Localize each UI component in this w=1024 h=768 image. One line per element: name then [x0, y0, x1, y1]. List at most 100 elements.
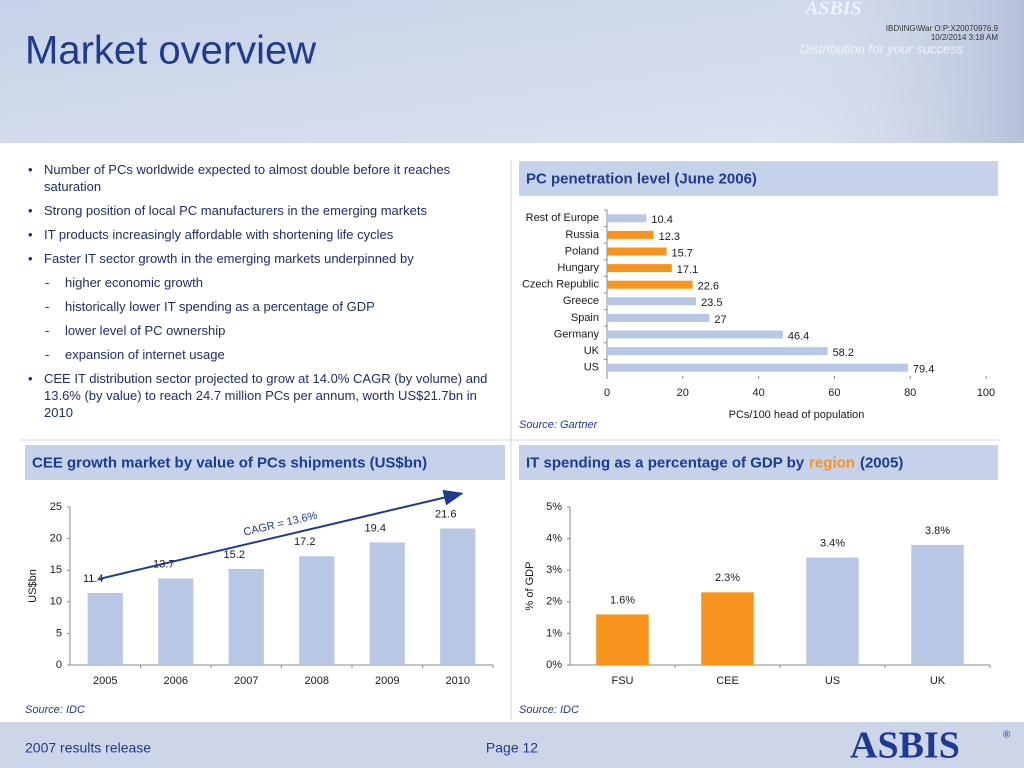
chart-source: Source: Gartner	[519, 419, 599, 431]
category-label: UK	[584, 345, 600, 357]
y-tick-label: 0	[56, 659, 62, 671]
slide-title: Market overview	[25, 29, 316, 73]
x-tick-label: 2005	[93, 675, 117, 687]
bar	[607, 214, 647, 223]
annotation: CAGR = 13.6%	[242, 510, 318, 539]
value-label: 17.1	[677, 264, 698, 276]
bar	[87, 592, 123, 665]
value-label: 10.4	[651, 214, 672, 226]
value-label: 15.7	[672, 247, 693, 259]
x-tick-label: 60	[828, 387, 840, 399]
value-label: 12.3	[659, 231, 680, 243]
bullet-text: Faster IT sector growth in the emerging …	[44, 251, 414, 266]
bullet: Number of PCs worldwide expected to almo…	[26, 161, 504, 195]
category-label: Czech Republic	[522, 279, 600, 291]
value-label: 17.2	[294, 536, 315, 548]
bar	[701, 592, 754, 665]
x-tick-label: 2008	[305, 675, 329, 687]
footer-band	[0, 722, 1024, 768]
sub-bullet: higher economic growth	[26, 274, 504, 291]
footer-logo: ASBIS	[850, 725, 960, 767]
y-tick-label: 1%	[546, 627, 562, 639]
category-label: Spain	[571, 312, 599, 324]
value-label: 46.4	[788, 330, 809, 342]
chart-title: PC penetration level (June 2006)	[526, 170, 757, 187]
banner-tagline: Distribution for your success	[800, 41, 964, 56]
bullet-list: Number of PCs worldwide expected to almo…	[26, 161, 504, 428]
bar	[911, 544, 964, 665]
banner-image	[760, 0, 1024, 143]
y-tick-label: 5	[56, 627, 62, 639]
chart-title-text: CEE growth market by value of PCs shipme…	[32, 454, 427, 471]
value-label: 15.2	[224, 549, 245, 561]
bar	[607, 230, 654, 239]
doc-date: 10/2/2014 3:18 AM	[931, 33, 999, 42]
x-tick-label: 0	[604, 387, 610, 399]
chart-source: Source: IDC	[519, 704, 579, 716]
chart-title-text: PC penetration level (June 2006)	[526, 170, 757, 187]
value-label: 23.5	[701, 297, 722, 309]
category-label: Greece	[563, 295, 599, 307]
bar	[369, 542, 405, 665]
x-tick-label: 2010	[446, 675, 470, 687]
chart-title-box	[519, 161, 998, 196]
y-tick-label: 2%	[546, 596, 562, 608]
bullet: IT products increasingly affordable with…	[26, 226, 504, 243]
bar	[607, 313, 710, 322]
category-label: Poland	[565, 245, 599, 257]
x-tick-label: FSU	[612, 675, 634, 687]
value-label: 3.4%	[820, 537, 845, 549]
x-tick-label: 100	[977, 387, 995, 399]
bar	[607, 363, 908, 372]
bullet: Strong position of local PC manufacturer…	[26, 202, 504, 219]
y-tick-label: 5%	[546, 501, 562, 513]
bar	[806, 557, 859, 665]
sub-bullet: historically lower IT spending as a perc…	[26, 298, 504, 315]
bullet: CEE IT distribution sector projected to …	[26, 370, 504, 421]
bar	[607, 297, 697, 306]
chart-title-suffix: (2005)	[860, 454, 903, 471]
category-label: US	[584, 362, 599, 374]
bar	[607, 347, 828, 356]
x-tick-label: CEE	[716, 675, 739, 687]
y-tick-label: 4%	[546, 533, 562, 545]
value-label: 21.6	[435, 508, 456, 520]
x-tick-label: 20	[677, 387, 689, 399]
x-tick-label: 2009	[375, 675, 399, 687]
y-tick-label: 3%	[546, 564, 562, 576]
chart-title: CEE growth market by value of PCs shipme…	[32, 454, 427, 471]
y-axis-label: US$bn	[27, 569, 39, 603]
value-label: 3.8%	[925, 525, 950, 537]
x-tick-label: UK	[930, 675, 946, 687]
chart-title-text: IT spending as a percentage of GDP by	[526, 454, 805, 471]
bar	[299, 556, 335, 665]
y-axis-label: % of GDP	[524, 562, 536, 611]
sub-bullet: lower level of PC ownership	[26, 322, 504, 339]
x-tick-label: 80	[904, 387, 916, 399]
bar	[607, 330, 783, 339]
chart-title-box	[25, 445, 505, 480]
value-label: 79.4	[913, 364, 934, 376]
bar	[596, 614, 649, 665]
category-label: Hungary	[557, 262, 599, 274]
registered-mark: ®	[1003, 730, 1011, 741]
value-label: 27	[714, 314, 726, 326]
chart-title: IT spending as a percentage of GDP by reg…	[526, 454, 903, 471]
value-label: 11.4	[83, 573, 104, 585]
y-tick-label: 25	[50, 501, 62, 513]
page-number: Page 12	[486, 740, 538, 756]
chart-title-box	[519, 445, 998, 480]
bar	[228, 568, 264, 665]
x-tick-label: 2007	[234, 675, 258, 687]
y-tick-label: 10	[50, 596, 62, 608]
doc-reference: IBD\ING\War O:P:X20070976.9	[886, 24, 999, 33]
footer-left: 2007 results release	[25, 740, 151, 756]
x-tick-label: 40	[752, 387, 764, 399]
y-tick-label: 15	[50, 564, 62, 576]
annotation-arrow	[99, 489, 464, 580]
y-tick-label: 20	[50, 533, 62, 545]
bar	[607, 247, 667, 256]
x-tick-label: 2006	[164, 675, 188, 687]
